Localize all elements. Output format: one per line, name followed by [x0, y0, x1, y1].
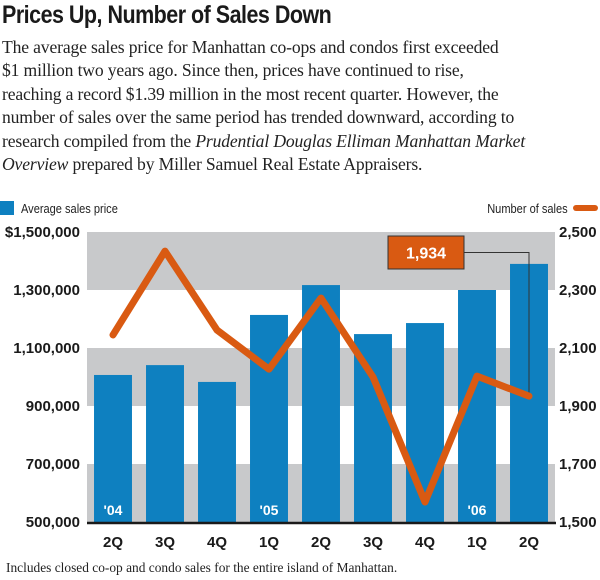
x-axis-label: 4Q [207, 534, 227, 551]
right-axis-label: 1,900 [559, 398, 597, 415]
price-bar [406, 323, 444, 522]
year-labels: '04 '05 '06 [104, 502, 487, 518]
year-label: '04 [104, 502, 123, 518]
price-bar [94, 374, 132, 522]
source-title: Overview [2, 154, 69, 175]
right-axis-label: 2,300 [559, 282, 597, 299]
intro-paragraph: The average sales price for Manhattan co… [2, 36, 600, 176]
price-bar [198, 381, 236, 522]
intro-text: prepared by Miller Samuel Real Estate Ap… [68, 154, 423, 175]
intro-line: research compiled from the Prudential Do… [2, 130, 600, 153]
right-axis-ticks: 1,500 1,700 1,900 2,100 2,300 2,500 [559, 224, 597, 531]
footnote: Includes closed co-op and condo sales fo… [6, 560, 398, 575]
right-axis-label: 2,500 [559, 224, 597, 241]
x-axis-label: 3Q [363, 534, 383, 551]
grid-band [87, 232, 555, 290]
price-bar [354, 334, 392, 522]
intro-text: research compiled from the [2, 130, 196, 151]
left-axis-label: 700,000 [26, 456, 80, 473]
intro-line: Overview prepared by Miller Samuel Real … [2, 153, 600, 176]
year-label: '05 [260, 502, 279, 518]
x-axis-label: 2Q [519, 534, 539, 551]
year-label: '06 [468, 502, 487, 518]
sales-line [109, 247, 533, 506]
x-axis-label: 2Q [103, 534, 123, 551]
callout-value: 1,934 [406, 246, 446, 263]
x-axis-label: 2Q [311, 534, 331, 551]
x-axis-ticks: 2Q 3Q 4Q 1Q 2Q 3Q 4Q 1Q 2Q [103, 534, 539, 551]
x-axis-label: 1Q [467, 534, 487, 551]
headline: Prices Up, Number of Sales Down [2, 1, 332, 29]
right-axis-label: 1,500 [559, 514, 597, 531]
leader-line [464, 252, 530, 397]
legend-label: Average sales price [21, 200, 118, 216]
intro-line: The average sales price for Manhattan co… [2, 37, 499, 57]
callout-box [387, 235, 465, 270]
left-axis-ticks: 500,000 700,000 900,000 1,100,000 1,300,000 $… [5, 224, 80, 531]
left-axis-label: 1,100,000 [13, 340, 80, 357]
right-axis-label: 1,700 [559, 456, 597, 473]
left-axis-label: 900,000 [26, 398, 80, 415]
line-swatch-icon [573, 205, 598, 211]
intro-line: reaching a record $1.39 million in the m… [2, 83, 499, 104]
price-bar [302, 285, 340, 522]
legend-sales: Number of sales [473, 200, 600, 216]
x-axis-label: 4Q [415, 534, 435, 551]
legend-label: Number of sales [487, 200, 568, 216]
callout: 1,934 [387, 235, 465, 270]
source-title: Prudential Douglas Elliman Manhattan Mar… [195, 130, 526, 151]
left-axis-label: 1,300,000 [13, 282, 80, 299]
left-axis-label: 500,000 [26, 514, 80, 531]
left-axis-label: $1,500,000 [5, 224, 80, 241]
bar-swatch-icon [0, 201, 14, 215]
right-axis-label: 2,100 [559, 340, 597, 357]
x-axis-label: 1Q [259, 534, 279, 551]
callout-leader [464, 252, 530, 397]
intro-line: $1 million two years ago. Since then, pr… [2, 60, 464, 81]
legend-price: Average sales price [0, 200, 135, 216]
price-bar [146, 365, 184, 522]
intro-line: number of sales over the same period has… [2, 107, 515, 128]
x-axis-label: 3Q [155, 534, 175, 551]
